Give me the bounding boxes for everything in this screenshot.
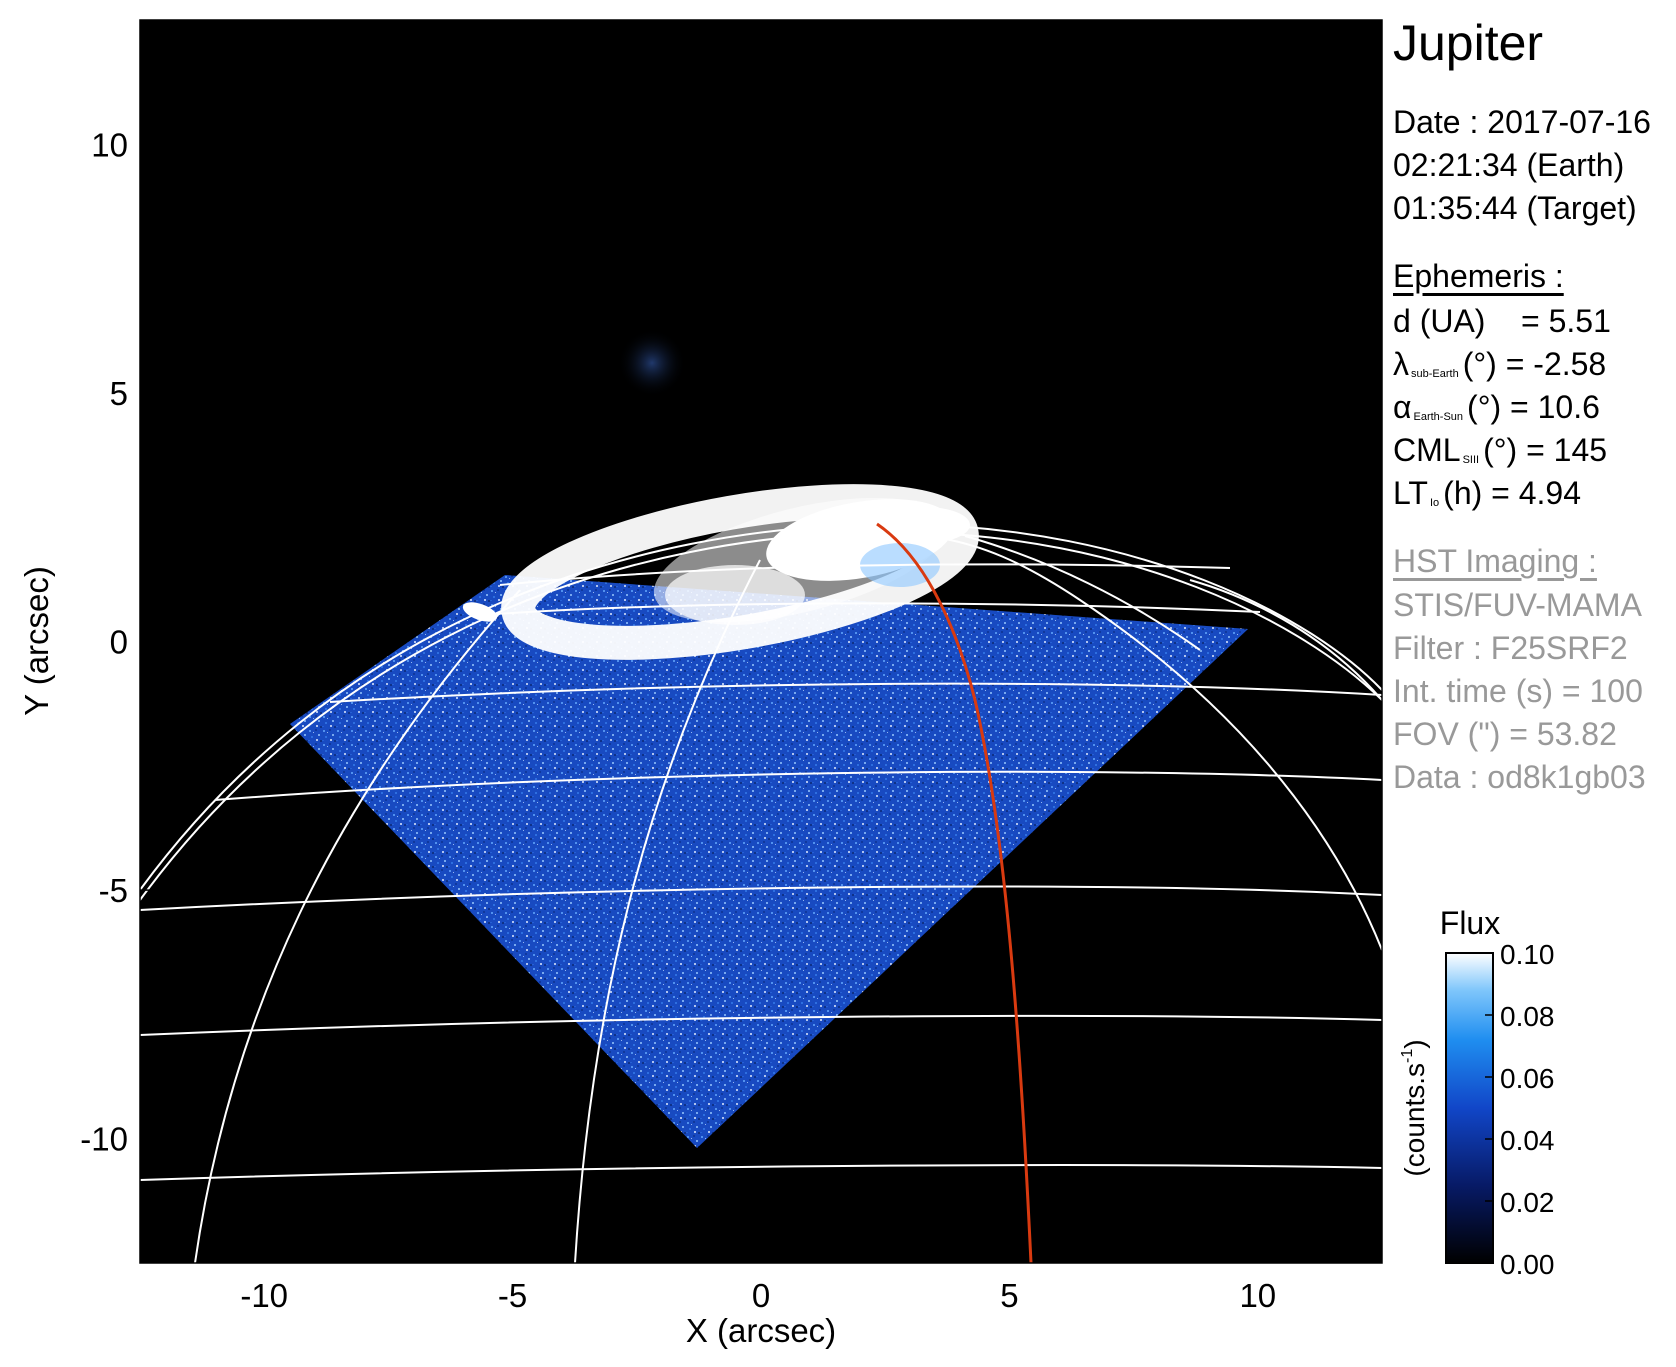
x-tick-label: -5 xyxy=(498,1277,527,1314)
hst-header: HST Imaging : xyxy=(1393,543,1597,579)
colorbar-tick-label: 0.08 xyxy=(1500,1001,1555,1032)
ephemeris-header: Ephemeris : xyxy=(1393,258,1564,294)
eph-io-local-time: LT Io (h) = 4.94 xyxy=(1393,475,1582,511)
central-meridian-line xyxy=(876,522,1033,1263)
colorbar-scale xyxy=(1445,952,1494,1264)
planet-name: Jupiter xyxy=(1393,15,1544,71)
grid-arc xyxy=(1189,579,1382,701)
x-tick-label: 10 xyxy=(1239,1277,1276,1314)
obs-date: Date : 2017-07-16 xyxy=(1393,104,1651,140)
x-tick-label: 0 xyxy=(752,1277,770,1314)
x-axis: -10 -5 0 5 10 xyxy=(240,1249,1276,1314)
lat-lon-grid xyxy=(140,522,1382,1263)
y-tick-label: 0 xyxy=(110,624,128,661)
grid-arc xyxy=(140,522,1382,891)
colorbar: Flux 0.10 0.08 0.06 0.04 0.02 0.00 (counts.s-… xyxy=(1399,905,1555,1280)
eph-distance: d (UA) = 5.51 xyxy=(1393,303,1611,339)
colorbar-unit: (counts.s-1) xyxy=(1399,1039,1430,1176)
y-tick-label: -10 xyxy=(80,1121,128,1158)
y-tick-label: 10 xyxy=(91,126,128,163)
x-tick-label: 5 xyxy=(1000,1277,1018,1314)
x-axis-label: X (arcsec) xyxy=(686,1312,836,1349)
eph-phase-angle: α Earth-Sun (°) = 10.6 xyxy=(1393,389,1600,425)
grid-arc xyxy=(140,885,1382,911)
hst-instrument: STIS/FUV-MAMA xyxy=(1393,587,1642,623)
y-axis-label: Y (arcsec) xyxy=(18,566,55,716)
colorbar-tick-label: 0.00 xyxy=(1500,1249,1555,1280)
grid-arc xyxy=(140,1164,1382,1181)
hst-filter: Filter : F25SRF2 xyxy=(1393,630,1628,666)
grid-arc xyxy=(499,563,1231,586)
colorbar-title: Flux xyxy=(1440,905,1500,941)
eph-sub-earth-lat: λ sub-Earth (°) = -2.58 xyxy=(1393,346,1607,382)
y-tick-label: -5 xyxy=(99,872,128,909)
time-earth: 02:21:34 (Earth) xyxy=(1393,147,1625,183)
moon-glow xyxy=(618,329,686,397)
hst-int-time: Int. time (s) = 100 xyxy=(1393,673,1643,709)
hst-fov: FOV (") = 53.82 xyxy=(1393,716,1617,752)
colorbar-tick-label: 0.06 xyxy=(1500,1063,1555,1094)
y-tick-label: 5 xyxy=(110,375,128,412)
colorbar-tick-label: 0.02 xyxy=(1500,1187,1555,1218)
grid-arc xyxy=(939,537,1382,951)
grid-arc xyxy=(214,770,1382,801)
hst-image xyxy=(140,20,1382,1263)
grid-arc xyxy=(140,1014,1382,1036)
time-target: 01:35:44 (Target) xyxy=(1393,190,1637,226)
eph-cml: CML SIII (°) = 145 xyxy=(1393,432,1608,468)
grid-arc xyxy=(479,602,1261,616)
grid-arc xyxy=(140,530,1382,901)
colorbar-tick-label: 0.10 xyxy=(1500,939,1555,970)
hst-data-id: Data : od8k1gb03 xyxy=(1393,759,1646,795)
grid-arc xyxy=(964,535,1201,651)
detector-field xyxy=(290,575,1248,1148)
grid-arc xyxy=(574,559,761,1263)
grid-arc xyxy=(194,589,521,1263)
y-axis: 10 5 0 -5 -10 xyxy=(80,126,154,1158)
grid-arc xyxy=(329,682,1382,703)
colorbar-tick-label: 0.04 xyxy=(1500,1125,1555,1156)
x-tick-label: -10 xyxy=(240,1277,288,1314)
